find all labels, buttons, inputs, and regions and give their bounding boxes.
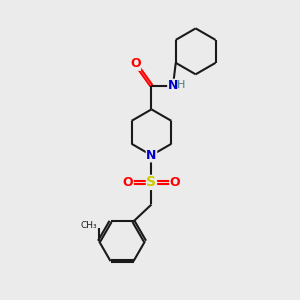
Text: N: N [146,149,157,162]
Text: H: H [177,80,185,90]
Text: O: O [130,57,141,70]
Text: S: S [146,176,157,189]
Text: O: O [170,176,180,189]
Text: N: N [168,79,178,92]
Text: O: O [123,176,133,189]
Text: CH₃: CH₃ [81,221,98,230]
